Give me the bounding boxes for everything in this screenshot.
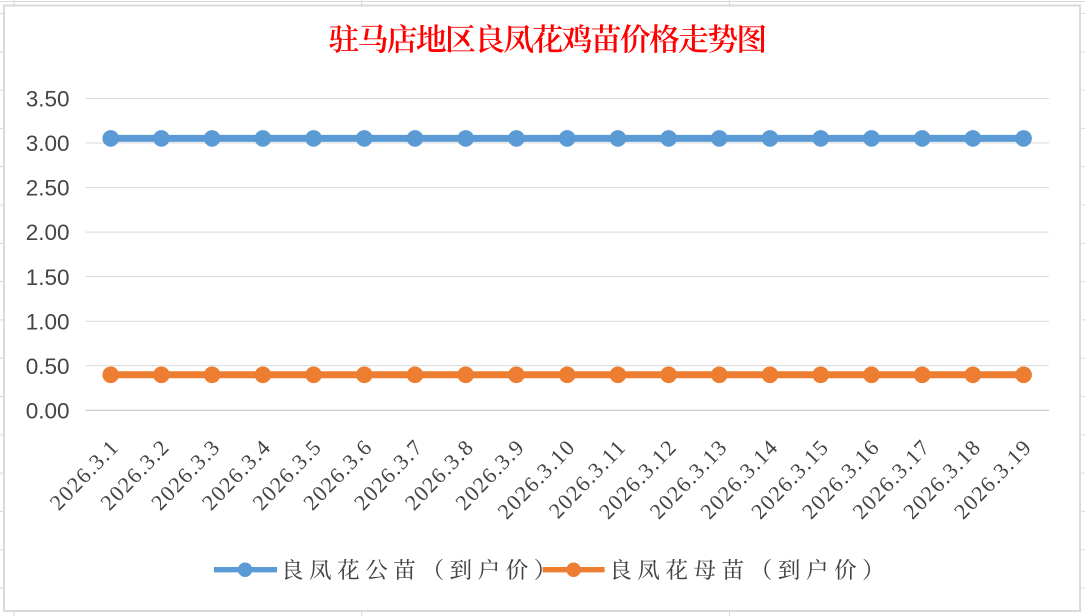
svg-text:0.00: 0.00 xyxy=(26,398,70,423)
svg-text:1.50: 1.50 xyxy=(26,265,70,290)
svg-text:1.00: 1.00 xyxy=(26,309,70,334)
svg-text:2.00: 2.00 xyxy=(26,220,70,245)
svg-text:0.50: 0.50 xyxy=(26,354,70,379)
svg-text:3.50: 3.50 xyxy=(26,87,70,112)
svg-text:3.00: 3.00 xyxy=(26,131,70,156)
svg-text:2.50: 2.50 xyxy=(26,176,70,201)
